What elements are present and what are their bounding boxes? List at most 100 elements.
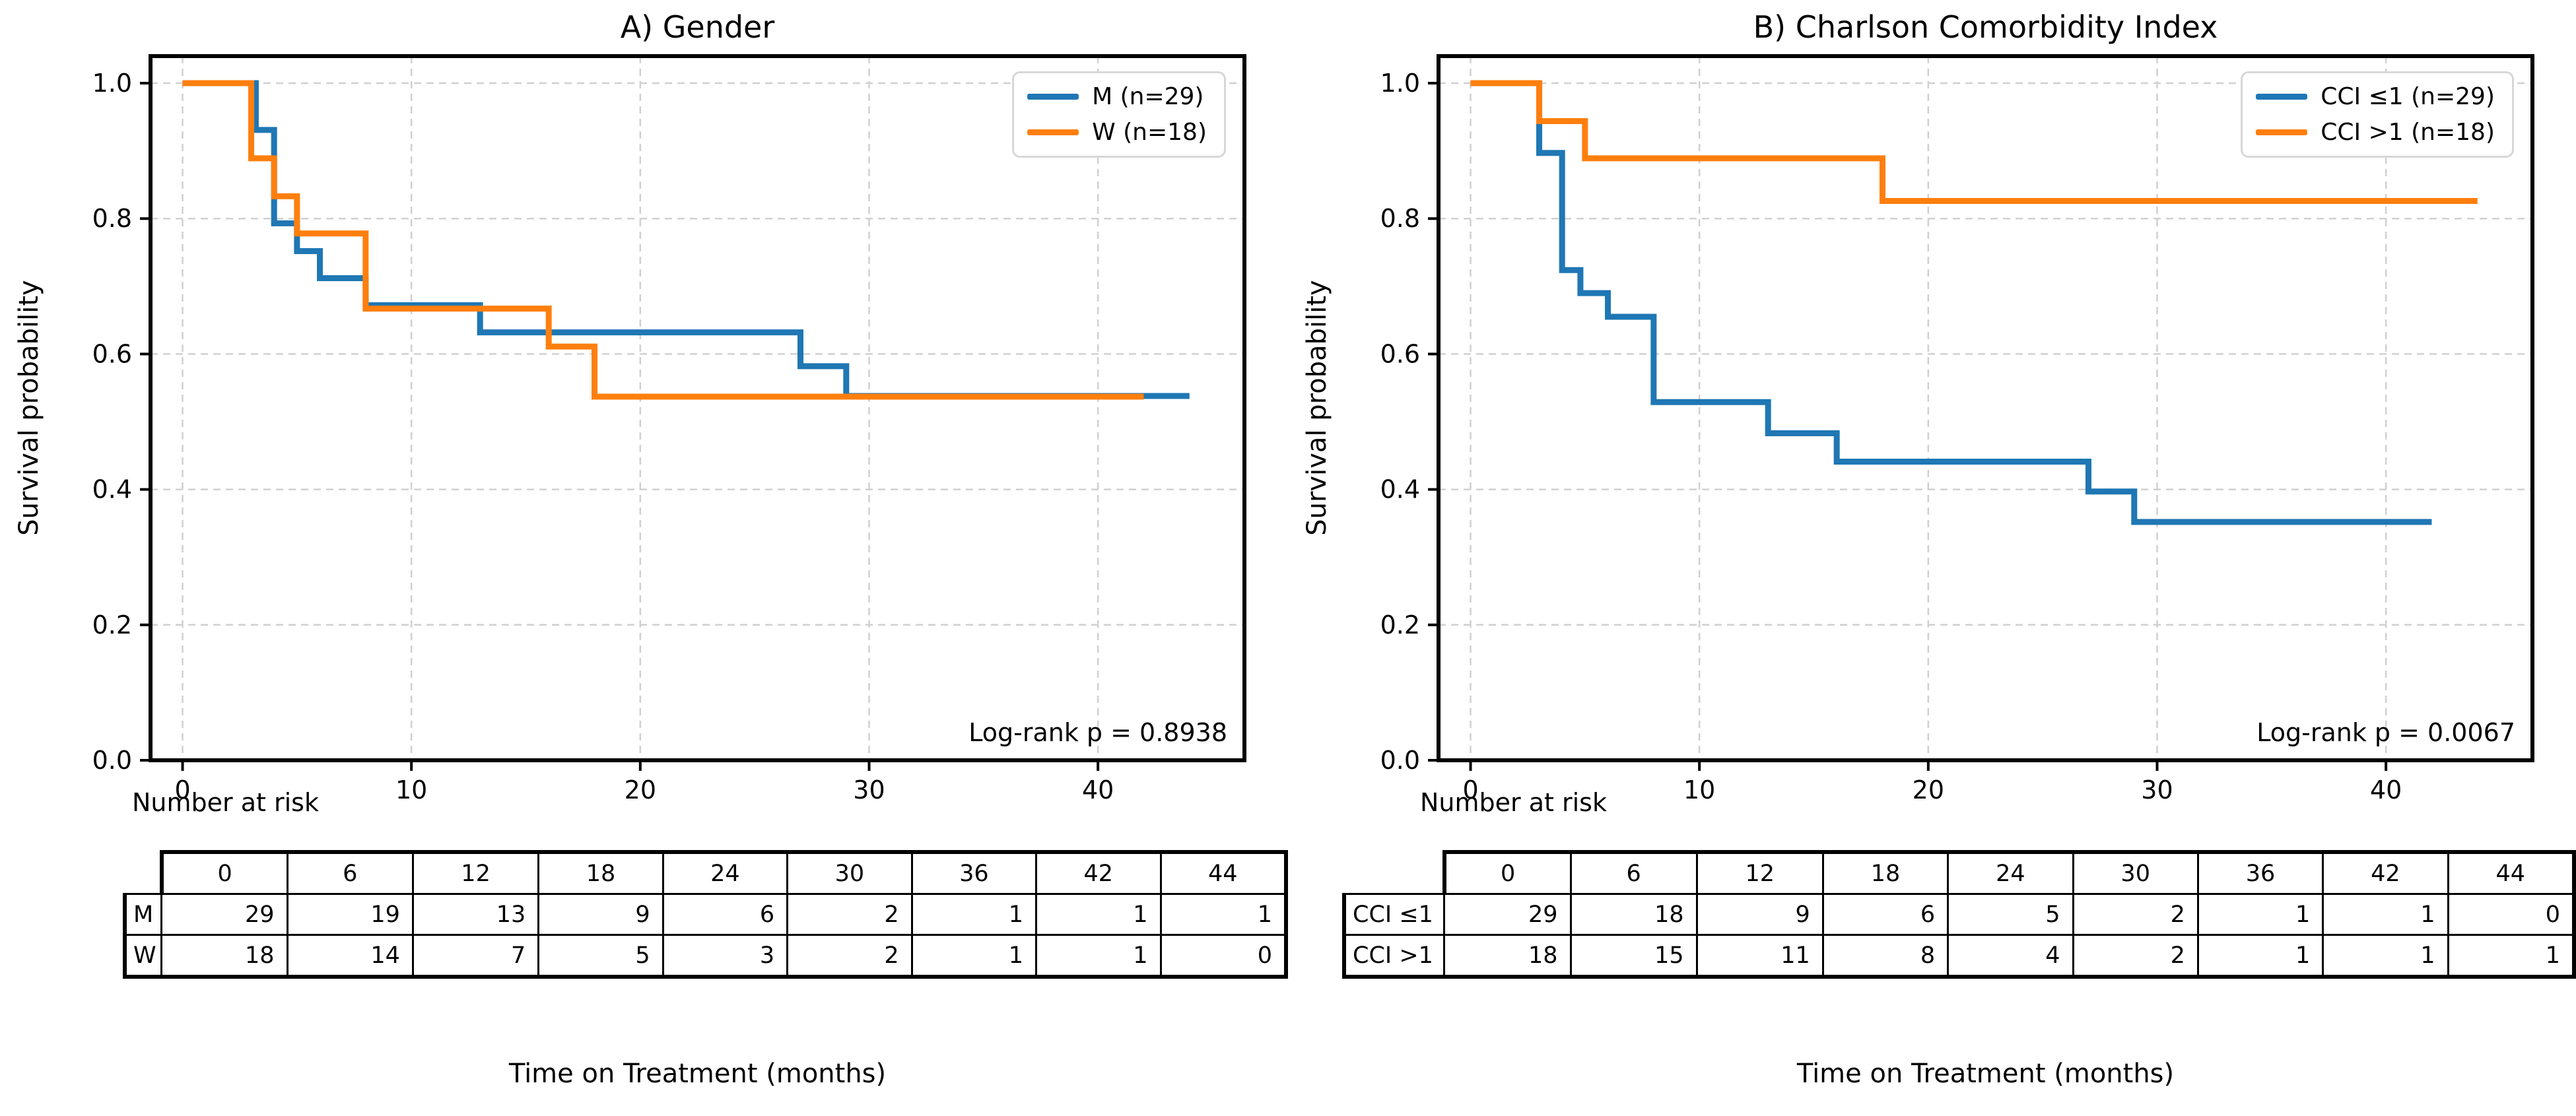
risk-table-header-row: 0 6 12 18 24 30 36 42 44 xyxy=(1344,850,2576,895)
x-axis-label: Time on Treatment (months) xyxy=(508,1059,887,1089)
risk-table-corner xyxy=(1344,852,1444,894)
risk-table-time-header: 30 xyxy=(786,850,913,895)
km-curve-w-n-18- xyxy=(182,80,1144,400)
panel-cci: B) Charlson Comorbidity Index 0.0 0.2 0.4 0… xyxy=(1288,0,2576,1116)
risk-table-count: 1 xyxy=(2447,934,2576,979)
risk-table-count: 5 xyxy=(1947,893,2074,936)
y-tick-label: 1.0 xyxy=(1380,69,1420,98)
x-axis-label: Time on Treatment (months) xyxy=(1796,1059,2175,1089)
y-tick-label: 0.0 xyxy=(1380,746,1420,775)
x-tick-label: 30 xyxy=(2141,775,2173,804)
y-axis-label: Survival probability xyxy=(1302,280,1332,536)
risk-table-cci: 0 6 12 18 24 30 36 42 44 CCI ≤1 29 18 9 6 5 2 1 1 0 CCI >1 1… xyxy=(1342,850,2576,979)
risk-table-count: 19 xyxy=(286,893,414,936)
risk-table-time-header: 18 xyxy=(537,850,664,895)
risk-table-count: 13 xyxy=(411,893,540,936)
risk-table-time-header: 0 xyxy=(159,850,288,895)
risk-table-count: 1 xyxy=(910,934,1038,979)
legend-item: M (n=29) xyxy=(1027,84,1207,110)
risk-table-group-label: W xyxy=(123,934,163,979)
risk-table-count: 1 xyxy=(2322,934,2449,979)
legend-item: W (n=18) xyxy=(1027,119,1207,146)
risk-table-count: 1 xyxy=(2196,893,2324,936)
risk-table-group-label: M xyxy=(123,893,163,936)
logrank-annotation-gender: Log-rank p = 0.8938 xyxy=(968,718,1227,747)
risk-table-count: 1 xyxy=(1035,893,1162,936)
legend-item: CCI ≤1 (n=29) xyxy=(2256,84,2495,110)
x-tick-label: 10 xyxy=(1683,775,1715,804)
risk-table-count: 4 xyxy=(1947,934,2074,979)
risk-table-count: 14 xyxy=(286,934,414,979)
y-tick-label: 0.4 xyxy=(92,475,132,504)
risk-table-count: 18 xyxy=(1443,934,1572,979)
chart-title-cci: B) Charlson Comorbidity Index xyxy=(1753,9,2218,45)
legend-line-swatch xyxy=(2256,94,2308,100)
risk-table-count: 2 xyxy=(2072,934,2199,979)
y-tick-label: 0.6 xyxy=(1380,339,1420,368)
risk-table-count: 0 xyxy=(2447,893,2576,936)
logrank-annotation-cci: Log-rank p = 0.0067 xyxy=(2256,718,2515,747)
y-tick-label: 0.2 xyxy=(92,610,132,640)
legend-cci: CCI ≤1 (n=29) CCI >1 (n=18) xyxy=(2241,71,2514,158)
risk-table-count: 1 xyxy=(2196,934,2324,979)
risk-table-count: 15 xyxy=(1569,934,1698,979)
legend-line-swatch xyxy=(1027,129,1079,135)
risk-table-count: 29 xyxy=(1443,893,1572,936)
risk-table-time-header: 6 xyxy=(1569,850,1698,895)
axes-spines xyxy=(1437,54,2534,762)
y-tick-label: 0.6 xyxy=(92,339,132,368)
risk-table-count: 1 xyxy=(1035,934,1162,979)
risk-table-count: 6 xyxy=(1821,893,1949,936)
risk-table-time-header: 44 xyxy=(2447,850,2576,895)
risk-table-count: 18 xyxy=(1569,893,1698,936)
risk-table-gender: 0 6 12 18 24 30 36 42 44 M 29 19 13 9 6 2 1 1 1 W 18 14 7 5 3 2 1 1… xyxy=(123,850,1288,979)
legend-label: M (n=29) xyxy=(1092,83,1204,110)
risk-table-time-header: 24 xyxy=(661,850,789,895)
legend-line-swatch xyxy=(2256,129,2308,135)
risk-table-group-label: CCI ≤1 xyxy=(1342,893,1446,936)
risk-table-count: 3 xyxy=(661,934,789,979)
risk-table-count: 9 xyxy=(537,893,664,936)
y-tick-label: 0.8 xyxy=(92,204,132,233)
risk-table-count: 1 xyxy=(910,893,1038,936)
legend-item: CCI >1 (n=18) xyxy=(2256,119,2495,146)
risk-table-header-row: 0 6 12 18 24 30 36 42 44 xyxy=(125,850,1288,895)
axes-spines xyxy=(149,54,1246,762)
risk-table-time-header: 36 xyxy=(2196,850,2324,895)
legend-label: CCI ≤1 (n=29) xyxy=(2321,83,2495,110)
risk-table-count: 2 xyxy=(2072,893,2199,936)
risk-table-time-header: 6 xyxy=(286,850,414,895)
y-tick-label: 0.8 xyxy=(1380,204,1420,233)
chart-title-gender: A) Gender xyxy=(620,9,775,45)
number-at-risk-label: Number at risk xyxy=(1420,788,1607,817)
risk-table-count: 1 xyxy=(2322,893,2449,936)
risk-table-row: CCI >1 18 15 11 8 4 2 1 1 1 xyxy=(1342,934,2576,979)
x-tick-label: 20 xyxy=(1913,775,1944,804)
risk-table-time-header: 12 xyxy=(1695,850,1824,895)
risk-table-time-header: 42 xyxy=(2322,850,2449,895)
x-tick-label: 20 xyxy=(625,775,656,804)
x-tick-label: 40 xyxy=(1082,775,1114,804)
risk-table-count: 0 xyxy=(1159,934,1288,979)
number-at-risk-label: Number at risk xyxy=(132,788,319,817)
risk-table-count: 1 xyxy=(1159,893,1288,936)
x-tick-label: 10 xyxy=(395,775,427,804)
risk-table-count: 8 xyxy=(1821,934,1949,979)
legend-label: W (n=18) xyxy=(1092,118,1207,146)
risk-table-count: 5 xyxy=(537,934,664,979)
risk-table-count: 18 xyxy=(160,934,288,979)
risk-table-time-header: 36 xyxy=(910,850,1038,895)
risk-table-time-header: 12 xyxy=(411,850,540,895)
y-tick-label: 0.4 xyxy=(1380,475,1420,504)
risk-table-time-header: 42 xyxy=(1035,850,1162,895)
risk-table-time-header: 18 xyxy=(1821,850,1949,895)
risk-table-time-header: 44 xyxy=(1159,850,1288,895)
y-tick-label: 1.0 xyxy=(92,69,132,98)
risk-table-count: 11 xyxy=(1695,934,1824,979)
risk-table-time-header: 24 xyxy=(1947,850,2074,895)
x-tick-label: 30 xyxy=(853,775,885,804)
risk-table-count: 7 xyxy=(411,934,540,979)
risk-table-row: W 18 14 7 5 3 2 1 1 0 xyxy=(123,934,1288,979)
